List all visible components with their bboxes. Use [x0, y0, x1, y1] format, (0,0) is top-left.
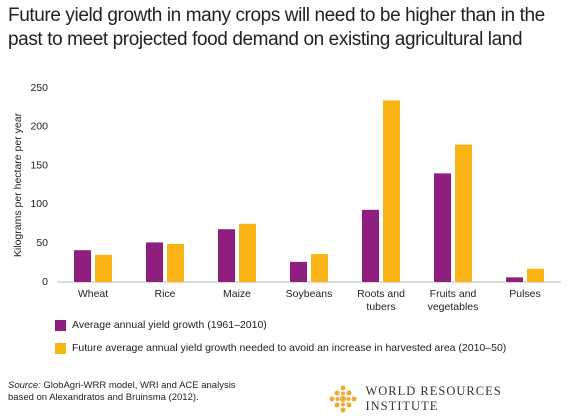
logo-text: WORLD RESOURCES INSTITUTE: [365, 384, 502, 413]
x-tick-label: Soybeans: [285, 288, 333, 300]
x-tick-label: Roots and tubers: [357, 288, 405, 313]
y-tick-label: 200: [30, 121, 48, 133]
bar: [167, 243, 184, 282]
x-tick-label: Rice: [154, 288, 176, 300]
x-tick-label: Fruits and vegetables: [427, 288, 479, 313]
x-tick-label: Pulses: [509, 288, 541, 300]
bar: [146, 242, 163, 282]
bar: [239, 223, 256, 282]
y-tick-label: 100: [30, 198, 48, 210]
legend-swatch: [55, 319, 66, 331]
y-tick-label: 0: [42, 276, 48, 288]
bar: [311, 254, 328, 282]
bar: [434, 173, 451, 282]
legend-swatch: [55, 342, 66, 354]
bar: [74, 250, 91, 282]
legend-item: Future average annual yield growth neede…: [55, 342, 506, 354]
bar: [290, 261, 307, 282]
bar: [383, 100, 400, 282]
y-tick-label: 250: [30, 82, 48, 94]
y-axis-label: Kilograms per hectare per year: [12, 112, 24, 257]
source-text: GlobAgri-WRR model, WRI and ACE analysis…: [8, 380, 236, 403]
bar: [506, 277, 523, 282]
legend-label: Future average annual yield growth neede…: [72, 342, 507, 354]
logo-icon: [329, 385, 357, 413]
chart-title: Future yield growth in many crops will n…: [8, 5, 545, 50]
y-tick-label: 150: [30, 159, 48, 171]
legend-label: Average annual yield growth (1961–2010): [72, 319, 267, 331]
source: Source: GlobAgri-WRR model, WRI and ACE …: [8, 380, 248, 404]
bar: [455, 144, 472, 282]
legend-item: Average annual yield growth (1961–2010): [55, 319, 267, 331]
bar: [362, 209, 379, 282]
source-label: Source:: [8, 380, 41, 391]
logo: WORLD RESOURCES INSTITUTE: [328, 384, 575, 414]
bar: [218, 229, 235, 282]
x-tick-label: Maize: [222, 288, 251, 300]
x-tick-label: Wheat: [77, 288, 109, 300]
y-tick-label: 50: [36, 237, 48, 249]
bar: [95, 254, 112, 282]
bar: [527, 268, 544, 282]
